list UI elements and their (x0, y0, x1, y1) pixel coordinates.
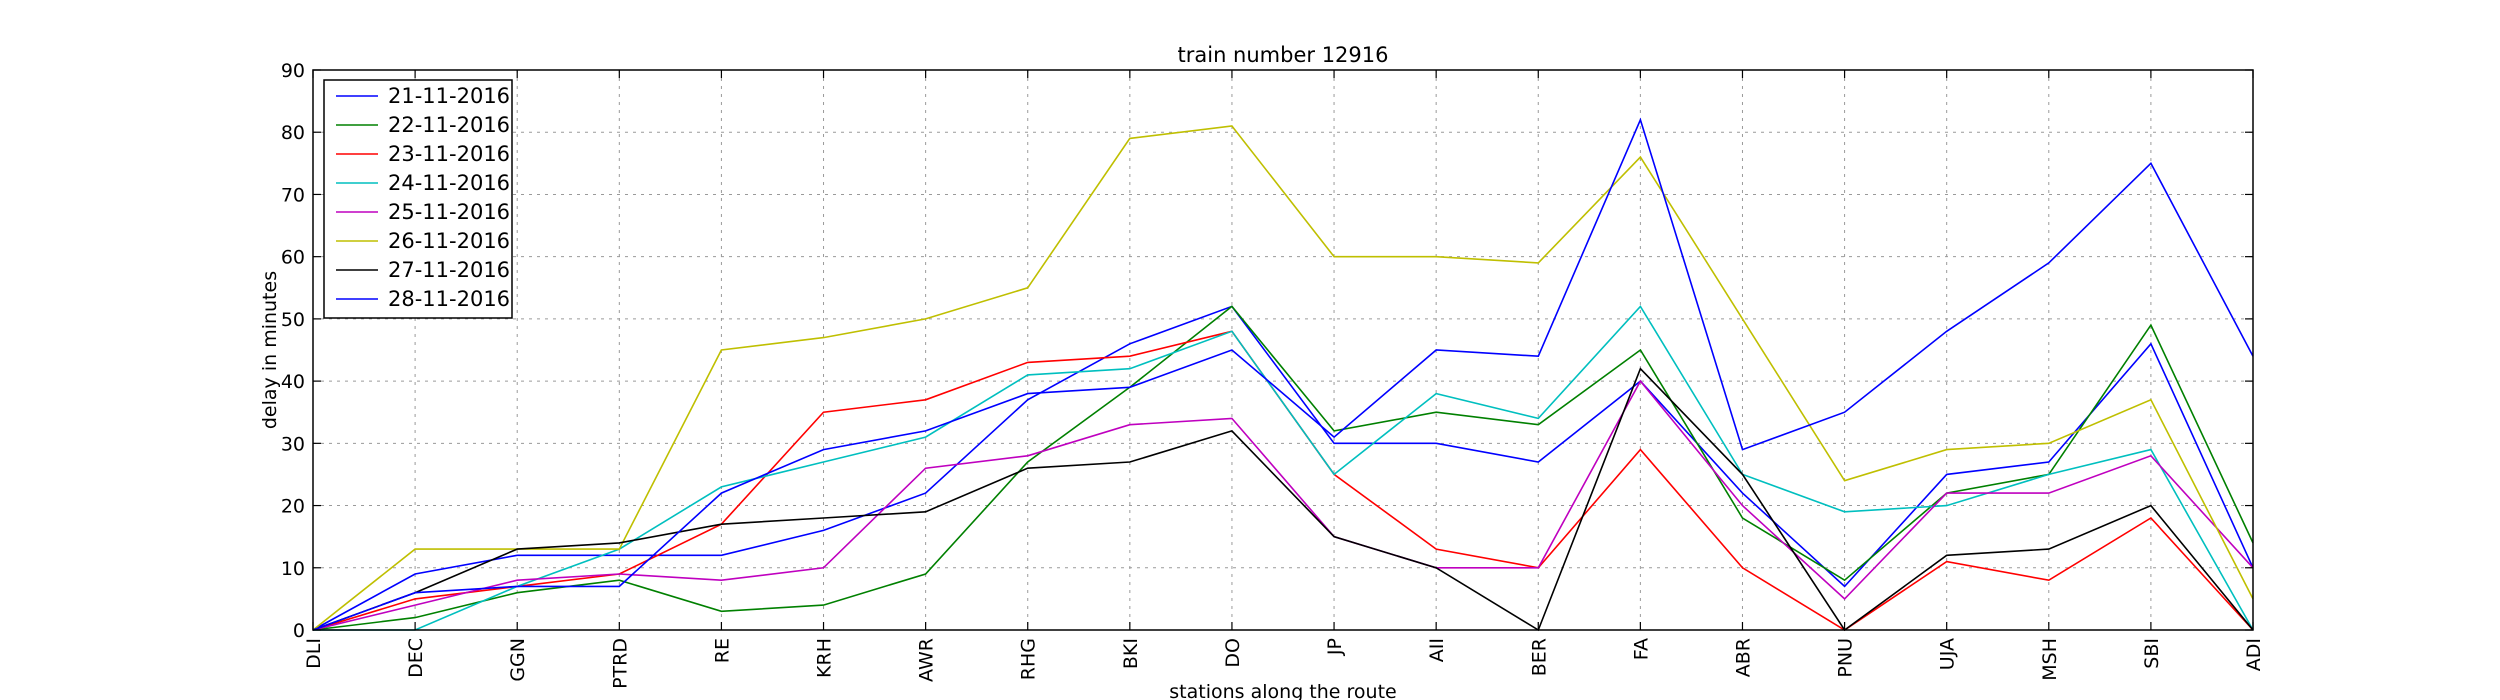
legend-label: 23-11-2016 (388, 142, 510, 166)
y-tick-label: 60 (281, 247, 305, 269)
x-tick-label: BKI (1120, 638, 1142, 669)
legend-entry: 22-11-2016 (336, 113, 510, 137)
y-tick-label: 50 (281, 309, 305, 331)
y-tick-label: 90 (281, 60, 305, 82)
series-line-22-11-2016 (312, 305, 2254, 631)
y-tick-labels: 0 10 20 30 40 50 60 70 80 90 (281, 60, 305, 642)
legend-entry: 24-11-2016 (336, 171, 510, 195)
series-line-24-11-2016 (313, 305, 2254, 631)
series-line-25-11-2016 (312, 379, 2254, 631)
x-tick-labels: DLI DEC GGN PTRD RE KRH AWR RHG BKI DO JP AII BER FA A… (303, 638, 2265, 689)
legend-label: 24-11-2016 (388, 171, 510, 195)
x-axis-title: stations along the route (1169, 681, 1396, 700)
legend-box (323, 79, 513, 319)
legend-label: 28-11-2016 (388, 287, 510, 311)
x-tick-label: PNU (1835, 638, 1857, 678)
y-tick-label: 30 (281, 433, 305, 455)
legend-entry: 21-11-2016 (336, 84, 510, 108)
plot-frame (312, 69, 2254, 631)
x-tick-label: DLI (303, 638, 325, 669)
x-tick-label: JP (1324, 638, 1346, 656)
x-tick-label: PTRD (609, 638, 631, 689)
series-layer (312, 117, 2254, 632)
x-tick-label: RHG (1018, 638, 1040, 680)
legend-label: 22-11-2016 (388, 113, 510, 137)
legend-entry: 23-11-2016 (336, 142, 510, 166)
y-tick-label: 70 (281, 184, 305, 206)
x-tick-label: KRH (814, 638, 836, 678)
legend-entry: 28-11-2016 (336, 287, 510, 311)
x-tick-label: RE (711, 638, 733, 663)
x-tick-label: DEC (405, 638, 427, 678)
x-tick-label: AWR (916, 638, 938, 682)
legend: 21-11-2016 22-11-2016 23-11-2016 24-11-2016… (323, 79, 513, 319)
grid-layer (312, 69, 2254, 631)
x-tick-label: SBI (2141, 638, 2163, 669)
legend-label: 25-11-2016 (388, 200, 510, 224)
legend-label: 27-11-2016 (388, 258, 510, 282)
y-tick-label: 20 (281, 496, 305, 518)
series-line-21-11-2016 (312, 305, 2254, 631)
x-tick-label: BER (1528, 638, 1550, 676)
x-tick-label: GGN (507, 638, 529, 682)
legend-entry: 26-11-2016 (336, 229, 510, 253)
legend-label: 26-11-2016 (388, 229, 510, 253)
y-tick-label: 0 (293, 620, 305, 642)
legend-label: 21-11-2016 (388, 84, 510, 108)
x-tick-label: ABR (1732, 638, 1754, 677)
y-tick-label: 40 (281, 371, 305, 393)
x-tick-label: FA (1630, 638, 1652, 660)
x-tick-label: DO (1222, 638, 1244, 668)
chart-title: train number 12916 (1178, 43, 1389, 67)
legend-entry: 25-11-2016 (336, 200, 510, 224)
series-line-28-11-2016 (312, 117, 2254, 631)
x-tick-label: ADI (2243, 638, 2265, 671)
y-tick-label: 80 (281, 122, 305, 144)
x-tick-label: AII (1426, 638, 1448, 662)
y-tick-label: 10 (281, 558, 305, 580)
x-tick-label: UJA (1937, 638, 1959, 670)
series-line-26-11-2016 (312, 125, 2254, 631)
series-line-27-11-2016 (312, 367, 2254, 632)
y-axis-title: delay in minutes (259, 271, 281, 429)
legend-entry: 27-11-2016 (336, 258, 510, 282)
x-tick-label: MSH (2039, 638, 2061, 681)
tick-layer (312, 69, 2254, 631)
